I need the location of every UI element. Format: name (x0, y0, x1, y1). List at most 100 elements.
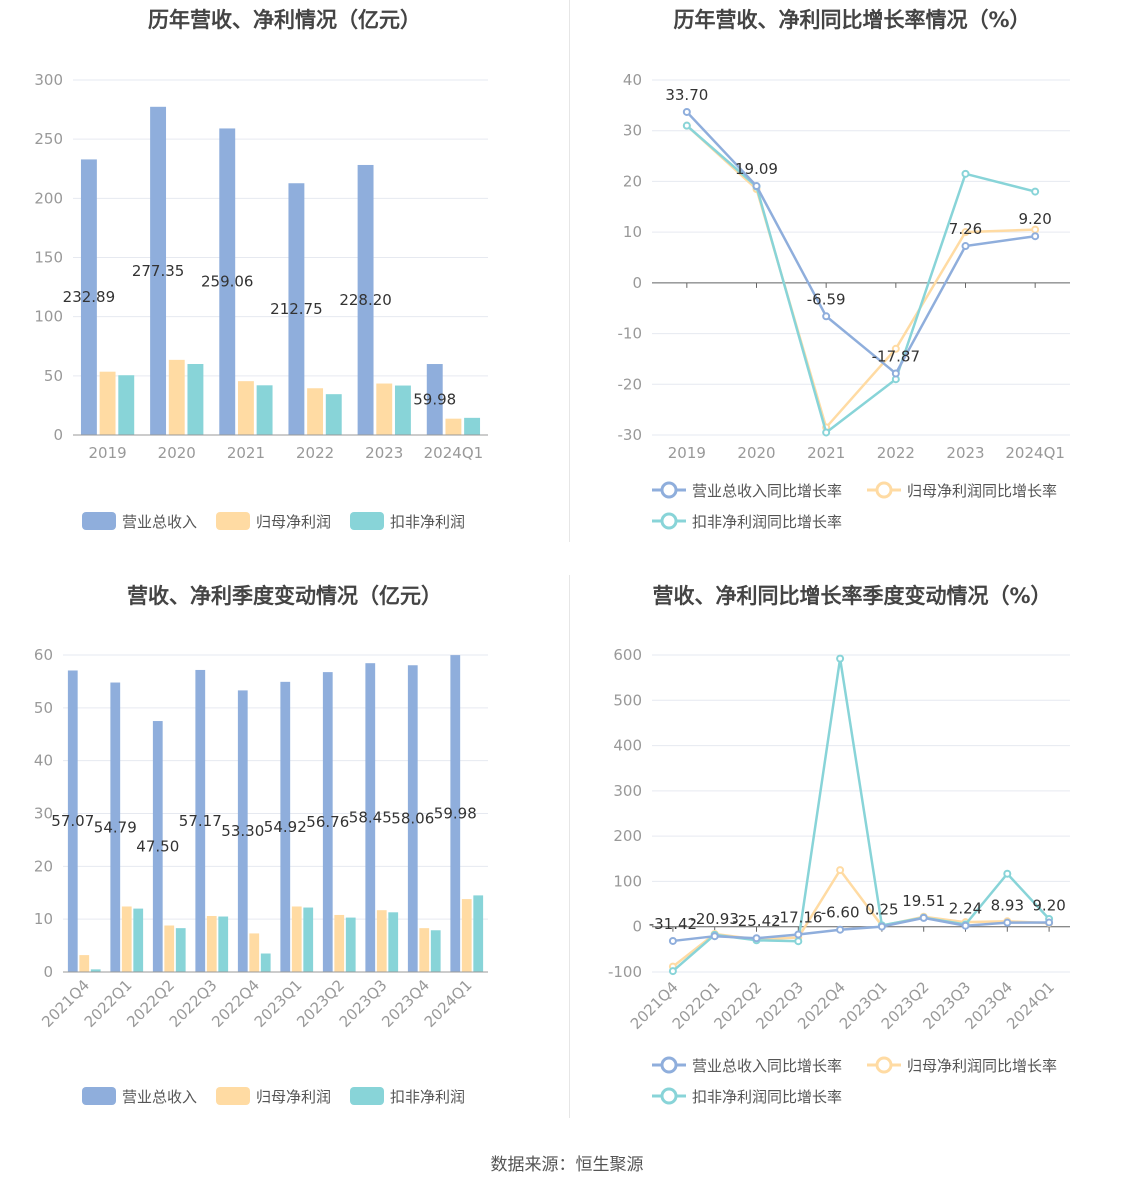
point-data-label: -17.87 (872, 347, 920, 365)
point-data-label: 9.20 (1018, 210, 1051, 228)
bar-data-label: 57.07 (51, 812, 94, 830)
y-tick-label: 20 (34, 857, 53, 875)
y-tick-label: 0 (53, 426, 63, 444)
point-扣非净利润同比增长率 (794, 937, 803, 946)
x-tick-label: 2022 (877, 444, 915, 462)
bar-data-label: 228.20 (339, 291, 392, 309)
point-营业总收入同比增长率 (836, 925, 845, 934)
y-tick-label: 100 (613, 872, 642, 890)
point-营业总收入同比增长率 (710, 932, 719, 941)
x-tick-label: 2023 (946, 444, 984, 462)
chart-title: 历年营收、净利同比增长率情况（%） (673, 8, 1031, 32)
bar-扣非净利润 (133, 908, 144, 972)
bar-data-label: 58.06 (391, 810, 434, 828)
legend-swatch (216, 1087, 250, 1105)
point-营业总收入同比增长率 (1045, 918, 1054, 927)
point-data-label: -6.60 (821, 904, 860, 922)
point-营业总收入同比增长率 (961, 921, 970, 930)
point-营业总收入同比增长率 (1031, 232, 1040, 241)
bar-营业总收入 (67, 670, 78, 972)
point-扣非净利润同比增长率 (822, 428, 831, 437)
legend-marker (660, 481, 678, 499)
point-扣非净利润同比增长率 (1003, 869, 1012, 878)
y-tick-label: 30 (34, 805, 53, 823)
point-data-label: -25.42 (732, 912, 780, 930)
point-营业总收入同比增长率 (961, 242, 970, 251)
bar-归母净利润 (445, 418, 462, 435)
bar-扣非净利润 (325, 394, 342, 435)
bar-data-label: 56.76 (306, 813, 349, 831)
point-营业总收入同比增长率 (1003, 918, 1012, 927)
point-营业总收入同比增长率 (794, 930, 803, 939)
bottom-divider (569, 575, 570, 1118)
x-tick-label: 2021 (227, 444, 265, 462)
bar-营业总收入 (280, 681, 291, 972)
point-营业总收入同比增长率 (668, 936, 677, 945)
legend-label: 归母净利润同比增长率 (907, 482, 1057, 500)
y-tick-label: 300 (613, 782, 642, 800)
bar-data-label: 59.98 (413, 391, 456, 409)
point-data-label: -31.42 (649, 915, 697, 933)
bar-data-label: 212.75 (270, 300, 323, 318)
chart-title: 营收、净利季度变动情况（亿元） (127, 584, 442, 608)
bar-归母净利润 (291, 906, 302, 972)
point-data-label: 0.25 (865, 901, 898, 919)
line-营业总收入同比增长率 (672, 916, 1050, 943)
point-归母净利润同比增长率 (891, 344, 900, 353)
bar-归母净利润 (164, 925, 175, 972)
y-tick-label: -20 (618, 375, 643, 393)
y-tick-label: 200 (34, 189, 63, 207)
bar-data-label: 54.79 (94, 818, 137, 836)
line-营业总收入同比增长率 (685, 111, 1036, 376)
point-营业总收入同比增长率 (822, 312, 831, 321)
bar-归母净利润 (307, 388, 324, 435)
bar-扣非净利润 (473, 895, 484, 972)
bar-扣非净利润 (464, 417, 481, 435)
point-data-label: 9.20 (1032, 897, 1065, 915)
x-tick-label: 2024Q1 (424, 444, 484, 462)
y-tick-label: 0 (43, 963, 53, 981)
x-tick-label: 2019 (668, 444, 706, 462)
point-data-label: 19.51 (902, 892, 945, 910)
bar-归母净利润 (99, 371, 116, 435)
legend-label: 归母净利润 (256, 513, 331, 531)
bar-归母净利润 (121, 906, 132, 972)
y-tick-label: 200 (613, 827, 642, 845)
bar-营业总收入 (237, 690, 248, 972)
point-data-label: -17.16 (774, 908, 822, 926)
line-归母净利润同比增长率 (685, 124, 1036, 430)
bar-扣非净利润 (175, 928, 186, 972)
bar-归母净利润 (376, 383, 393, 435)
point-data-label: 19.09 (735, 160, 778, 178)
bar-营业总收入 (407, 665, 418, 972)
point-扣非净利润同比增长率 (836, 654, 845, 663)
point-扣非净利润同比增长率 (682, 121, 691, 130)
y-tick-label: 20 (623, 172, 642, 190)
bar-归母净利润 (79, 955, 90, 972)
bar-扣非净利润 (90, 969, 101, 972)
y-tick-label: -30 (618, 426, 643, 444)
annual-growth-rate-chart: -30 -20 -10 0 10 20 30 40 33.70 19.09 -6.59 -17.87 7… (618, 71, 1070, 531)
x-tick-label: 2020 (737, 444, 775, 462)
point-营业总收入同比增长率 (752, 182, 761, 191)
y-tick-label: 40 (623, 71, 642, 89)
bar-扣非净利润 (118, 375, 135, 435)
point-data-label: 33.70 (665, 86, 708, 104)
x-tick-label: 2020 (158, 444, 196, 462)
bar-营业总收入 (450, 655, 461, 972)
bar-扣非净利润 (430, 930, 441, 972)
y-tick-label: 10 (34, 910, 53, 928)
point-归母净利润同比增长率 (836, 866, 845, 875)
y-tick-label: 50 (34, 699, 53, 717)
bar-归母净利润 (334, 914, 345, 972)
annual-revenue-profit-chart: 0 50 100 150 200 250 300 232.89 277.35 259.06 212.… (34, 71, 488, 531)
bar-扣非净利润 (218, 916, 229, 972)
y-tick-label: 10 (623, 223, 642, 241)
bar-营业总收入 (426, 364, 443, 435)
y-tick-label: 0 (632, 274, 642, 292)
bar-营业总收入 (365, 663, 376, 972)
bar-扣非净利润 (256, 385, 273, 435)
legend-swatch (216, 512, 250, 530)
y-tick-label: -100 (608, 963, 642, 981)
bar-营业总收入 (195, 669, 206, 972)
